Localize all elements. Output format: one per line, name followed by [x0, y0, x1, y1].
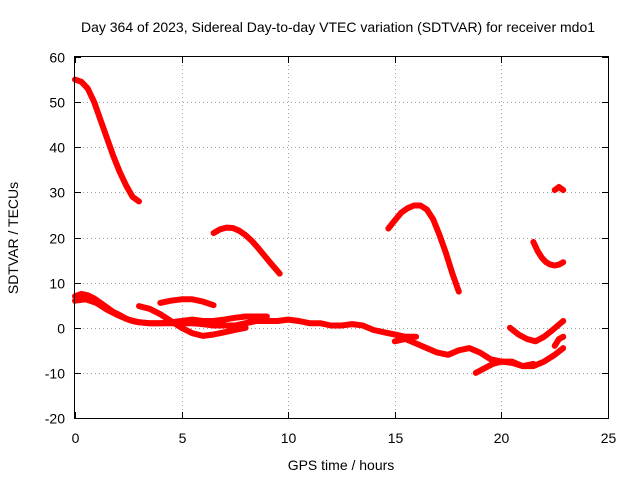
series-arc-9 — [157, 296, 217, 309]
grid — [75, 57, 608, 418]
x-tick-label: 5 — [179, 430, 187, 446]
x-tick-label: 0 — [72, 430, 80, 446]
y-tick-label: 60 — [49, 50, 65, 66]
chart-title: Day 364 of 2023, Sidereal Day-to-day VTE… — [81, 19, 595, 35]
y-tick-label: 20 — [49, 231, 65, 247]
y-tick-label: -20 — [45, 411, 65, 427]
y-tick-label: 10 — [49, 276, 65, 292]
series-arc-4 — [530, 239, 567, 269]
y-tick-label: 40 — [49, 140, 65, 156]
ticks: -20 -10 0 10 20 30 40 50 60 0 5 10 15 20 25 — [45, 50, 617, 447]
plot-frame — [74, 56, 609, 419]
x-tick-label: 20 — [494, 430, 510, 446]
y-tick-label: 30 — [49, 185, 65, 201]
series-arc-1 — [72, 76, 142, 205]
x-tick-label: 25 — [601, 430, 617, 446]
series-arc-10 — [274, 316, 420, 340]
series-arc-5 — [551, 184, 567, 194]
series-arc-2 — [210, 224, 283, 277]
series-arc-3 — [385, 202, 462, 295]
series-layer — [72, 76, 567, 376]
y-tick-label: -10 — [45, 366, 65, 382]
series-arc-8 — [136, 303, 249, 339]
y-axis-label: SDTVAR / TECUs — [5, 182, 21, 294]
x-tick-label: 10 — [281, 430, 297, 446]
series-arc-14 — [506, 318, 567, 345]
y-tick-label: 50 — [49, 95, 65, 111]
x-axis-label: GPS time / hours — [288, 457, 395, 473]
series-arc-13 — [551, 333, 567, 349]
y-tick-label: 0 — [57, 321, 65, 337]
series-arc-12 — [472, 345, 567, 376]
x-tick-label: 15 — [388, 430, 404, 446]
